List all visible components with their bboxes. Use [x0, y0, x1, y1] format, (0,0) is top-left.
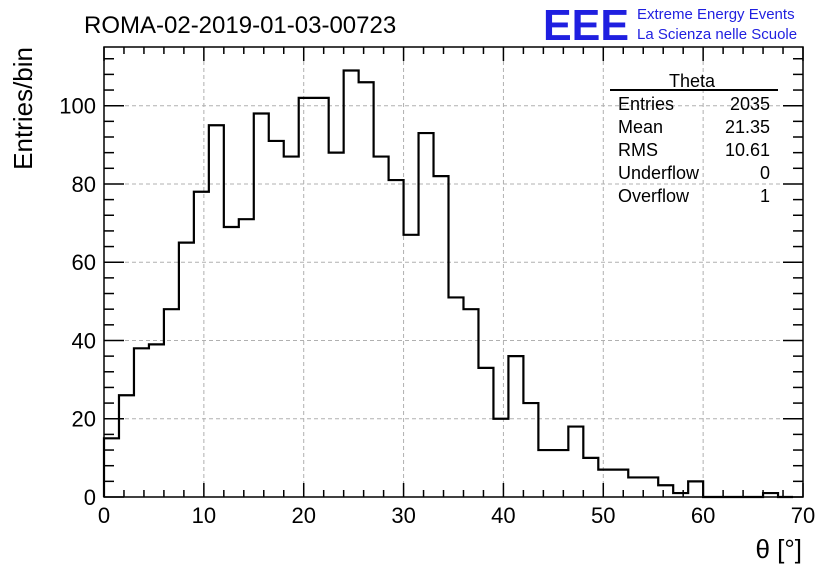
stats-row-value: 2035: [730, 94, 770, 114]
x-tick-label: 70: [791, 503, 815, 528]
stats-rows: Entries 2035 Mean 21.35 RMS 10.61 Underflow 0 Ov…: [618, 94, 770, 206]
stats-row-label: Underflow: [618, 163, 700, 183]
stats-row-label: Overflow: [618, 186, 690, 206]
y-tick-label: 0: [84, 485, 96, 510]
y-tick-label: 60: [72, 250, 96, 275]
y-tick-labels: 0 20 40 60 80 100: [59, 94, 96, 510]
x-tick-label: 50: [591, 503, 615, 528]
x-tick-label: 0: [98, 503, 110, 528]
y-tick-label: 20: [72, 407, 96, 432]
stats-row-label: RMS: [618, 140, 658, 160]
stats-row-value: 0: [760, 163, 770, 183]
x-tick-label: 40: [491, 503, 515, 528]
y-axis-label: Entries/bin: [8, 47, 38, 170]
logo-line-1: Extreme Energy Events: [637, 6, 795, 23]
x-tick-label: 20: [291, 503, 315, 528]
stats-row-value: 21.35: [725, 117, 770, 137]
stats-box: Theta Entries 2035 Mean 21.35 RMS 10.61 Underf…: [610, 71, 778, 206]
stats-row-value: 1: [760, 186, 770, 206]
run-title: ROMA-02-2019-01-03-00723: [84, 12, 396, 39]
plot-frame: [103, 46, 804, 498]
stats-row-label: Mean: [618, 117, 663, 137]
grid-lines: [104, 47, 803, 497]
y-tick-label: 80: [72, 172, 96, 197]
y-tick-label: 40: [72, 328, 96, 353]
x-axis-label: θ [°]: [755, 534, 802, 564]
logo-line-2: La Scienza nelle Scuole: [637, 26, 797, 43]
x-tick-label: 10: [192, 503, 216, 528]
stats-row-value: 10.61: [725, 140, 770, 160]
histogram-outline: [102, 69, 794, 499]
stats-title: Theta: [669, 71, 716, 91]
x-tick-label: 30: [391, 503, 415, 528]
x-tick-labels: 0 10 20 30 40 50 60 70: [98, 503, 815, 528]
stats-row-label: Entries: [618, 94, 674, 114]
x-tick-label: 60: [691, 503, 715, 528]
axis-ticks: [103, 47, 804, 498]
y-tick-label: 100: [59, 94, 96, 119]
eee-logo: EEE: [543, 1, 629, 50]
